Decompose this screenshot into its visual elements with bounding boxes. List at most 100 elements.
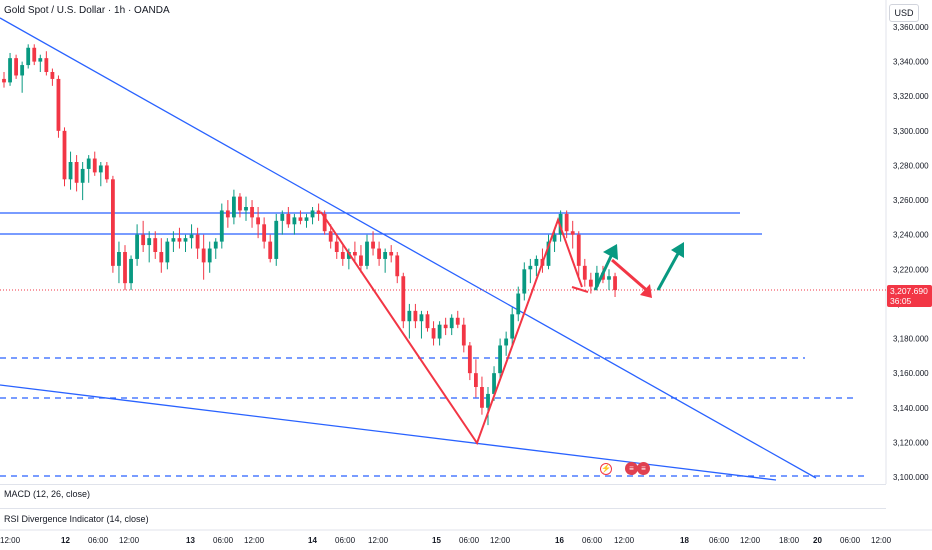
candle-body	[123, 252, 127, 284]
time-tick-label: 12:00	[0, 536, 21, 545]
candle-body	[534, 258, 539, 266]
candle-body	[431, 328, 436, 339]
candle-body	[480, 387, 484, 408]
pane-separator[interactable]	[0, 484, 886, 485]
candle-body	[74, 162, 79, 183]
projection-arrow-down	[611, 258, 651, 295]
us-flag-icon[interactable]: ≡	[637, 462, 650, 475]
time-tick-label: 12	[61, 536, 70, 545]
projection-arrow-up	[593, 251, 615, 291]
candle-body	[225, 210, 230, 218]
last-price-tag: 3,207.690 36:05	[887, 285, 932, 307]
candle-body	[304, 217, 309, 221]
candle-body	[244, 207, 248, 211]
candle-body	[346, 252, 351, 259]
time-tick-label: 14	[308, 536, 317, 545]
candle-body	[607, 276, 611, 280]
candle-body	[334, 241, 339, 252]
time-tick-label: 18	[680, 536, 689, 545]
candle-body	[564, 213, 569, 232]
candle-body	[26, 47, 31, 66]
candle-body	[310, 210, 315, 218]
candle-body	[56, 78, 61, 131]
price-tick-label: 3,320.000	[893, 92, 929, 101]
price-tick-label: 3,160.000	[893, 369, 929, 378]
candle-body	[407, 310, 412, 322]
descending-trendline	[0, 17, 817, 479]
price-tick-label: 3,120.000	[893, 438, 929, 447]
candle-body	[449, 317, 454, 329]
candle-body	[171, 238, 176, 242]
candle-body	[135, 234, 139, 259]
candle-body	[582, 265, 587, 280]
us-flag-icon[interactable]: ≡	[625, 462, 638, 475]
time-tick-label: 06:00	[335, 536, 356, 545]
candle-body	[117, 252, 121, 266]
candle-body	[552, 234, 557, 242]
candle-body	[268, 241, 273, 259]
time-tick-label: 12:00	[614, 536, 635, 545]
time-tick-label: 12:00	[368, 536, 389, 545]
candle-body	[419, 314, 424, 322]
price-tick-label: 3,360.000	[893, 23, 929, 32]
candle-body	[576, 234, 581, 266]
candle-body	[377, 248, 381, 259]
v-pattern-line	[571, 286, 589, 293]
time-tick-label: 12:00	[740, 536, 761, 545]
candle-body	[20, 65, 25, 76]
price-tick-label: 3,180.000	[893, 335, 929, 344]
candle-body	[413, 310, 418, 322]
candle-body	[340, 252, 345, 259]
candle-body	[588, 279, 593, 287]
candle-body	[383, 252, 388, 259]
price-tick-label: 3,280.000	[893, 161, 929, 170]
time-tick-label: 15	[432, 536, 441, 545]
price-tick-label: 3,140.000	[893, 404, 929, 413]
candle-body	[68, 162, 73, 180]
time-tick-label: 18:00	[779, 536, 800, 545]
candle-body	[153, 238, 158, 252]
candle-body	[492, 373, 496, 394]
projection-arrow-up	[671, 242, 684, 258]
candle-body	[371, 241, 375, 249]
v-pattern-line	[320, 211, 583, 446]
candle-body	[401, 276, 406, 322]
candle-body	[365, 241, 369, 266]
candle-body	[14, 58, 18, 76]
candle-body	[98, 165, 103, 173]
candle-body	[510, 314, 515, 339]
time-tick-label: 20	[813, 536, 822, 545]
candle-body	[316, 210, 321, 214]
price-tick-label: 3,300.000	[893, 127, 929, 136]
candle-body	[322, 213, 327, 232]
price-tick-label: 3,220.000	[893, 265, 929, 274]
candle-body	[86, 158, 91, 169]
candle-body	[425, 314, 430, 329]
candle-body	[286, 213, 291, 225]
pane-separator[interactable]	[0, 508, 886, 509]
candle-body	[219, 210, 224, 242]
time-tick-label: 06:00	[709, 536, 730, 545]
candle-body	[147, 238, 152, 246]
projection-arrow-up	[603, 244, 618, 260]
currency-button[interactable]: USD	[889, 4, 919, 22]
candle-body	[177, 238, 182, 242]
time-tick-label: 13	[186, 536, 195, 545]
candle-body	[595, 272, 599, 287]
macd-indicator-label[interactable]: MACD (12, 26, close)	[4, 489, 91, 499]
candle-body	[353, 252, 357, 256]
candle-body	[2, 78, 6, 83]
candle-body	[516, 293, 521, 315]
rsi-indicator-label[interactable]: RSI Divergence Indicator (14, close)	[4, 514, 149, 524]
candle-body	[141, 234, 146, 246]
lightning-icon[interactable]: ⚡	[600, 463, 612, 475]
candle-body	[207, 248, 212, 263]
candle-body	[189, 234, 194, 239]
candle-body	[298, 217, 303, 221]
candle-body	[455, 317, 460, 325]
candle-body	[359, 255, 363, 266]
candle-body	[165, 241, 170, 263]
price-tick-label: 3,100.000	[893, 473, 929, 482]
time-tick-label: 06:00	[840, 536, 861, 545]
